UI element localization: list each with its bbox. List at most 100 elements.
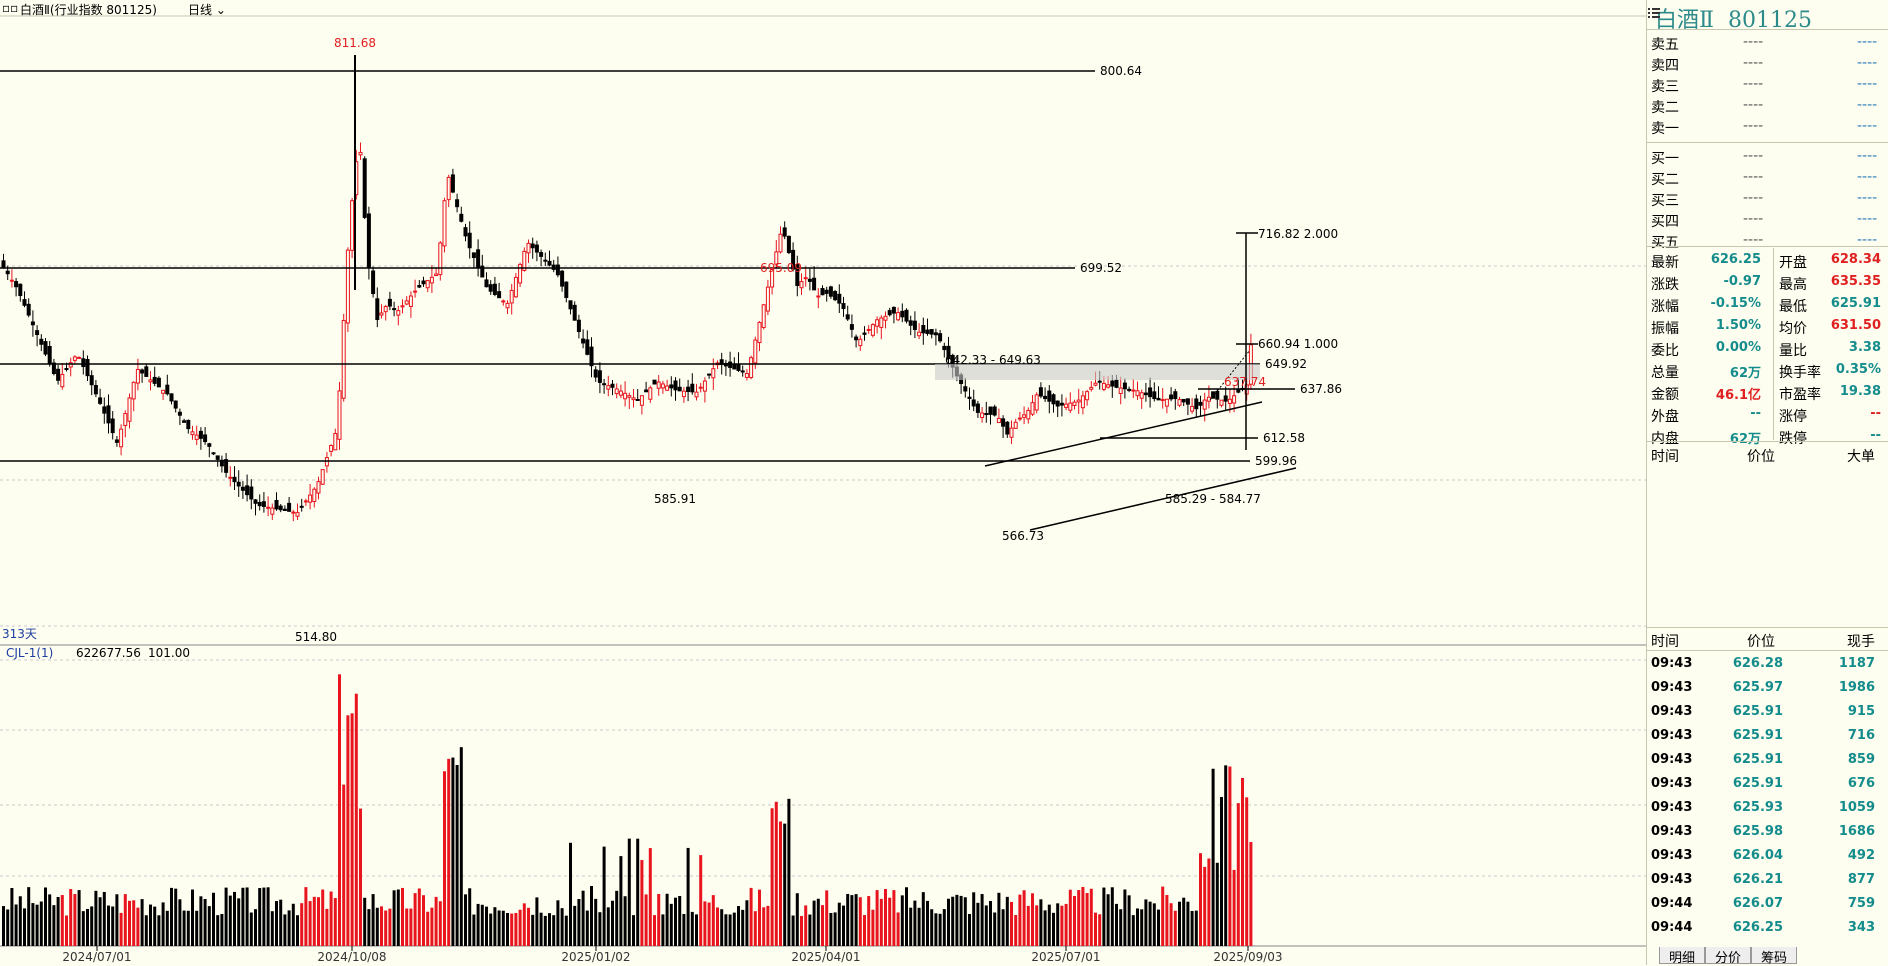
volume-bar xyxy=(728,914,732,946)
volume-bar xyxy=(245,887,249,946)
candle-body xyxy=(702,380,707,392)
candle-body xyxy=(749,357,754,378)
volume-bar xyxy=(779,821,782,946)
big-order-header: 时间 价位 大单 xyxy=(1647,444,1888,465)
candle-body xyxy=(1185,398,1190,405)
tick-volume: 1187 xyxy=(1838,656,1875,671)
volume-bar xyxy=(472,914,476,946)
candle-body xyxy=(261,501,266,507)
tab-price-distribution[interactable]: 分价 xyxy=(1705,947,1751,966)
volume-bar xyxy=(1144,899,1148,946)
candle-body xyxy=(253,499,258,504)
kline-chart-area[interactable]: ▫▫ 白酒Ⅱ(行业指数 801125) 日线 ⌄ 800.64 699.52 649… xyxy=(0,0,1646,965)
tab-detail[interactable]: 明细 xyxy=(1659,947,1705,966)
orderbook-row: 买五 ---- ---- xyxy=(1647,230,1888,251)
volume-bar xyxy=(464,894,467,946)
volume-value: 622677.56 xyxy=(76,646,141,660)
level-label: 卖四 xyxy=(1651,58,1679,74)
volume-bar xyxy=(1136,908,1139,946)
trend-line xyxy=(1029,467,1297,531)
window-controls-icon[interactable]: ▫▫ xyxy=(2,1,19,15)
volume-bar xyxy=(401,887,404,946)
volume-bar xyxy=(543,915,547,946)
tick-row: 09:43 625.93 1059 xyxy=(1647,796,1888,820)
candle-body xyxy=(68,362,73,368)
level-volume: ---- xyxy=(1857,34,1878,50)
stat-label: 市盈率 xyxy=(1779,387,1821,403)
price-level-label: 699.52 xyxy=(1080,261,1122,275)
volume-bar xyxy=(1005,896,1009,946)
candle-body xyxy=(299,505,304,508)
tick-volume: 343 xyxy=(1847,920,1875,935)
volume-bar xyxy=(367,909,371,946)
tick-volume: 492 xyxy=(1847,848,1875,863)
candle-body xyxy=(123,413,128,426)
candle-body xyxy=(1177,399,1182,406)
candle-body xyxy=(1085,391,1090,401)
candle-body xyxy=(140,369,145,374)
volume-bar xyxy=(212,892,215,946)
candle-body xyxy=(1043,395,1048,400)
tab-chips[interactable]: 筹码 xyxy=(1751,947,1797,966)
candle-body xyxy=(1169,394,1174,400)
volume-bar xyxy=(720,909,724,946)
level-price: ---- xyxy=(1743,118,1764,134)
candle-body xyxy=(648,387,653,400)
stat-label: 内盘 xyxy=(1651,431,1679,447)
volume-bar xyxy=(921,892,925,946)
stat-row: 金额 46.1亿 市盈率 19.38 xyxy=(1647,382,1888,403)
level-price: ---- xyxy=(1743,148,1764,164)
candle-body xyxy=(203,434,208,443)
volume-bar xyxy=(615,890,619,946)
candle-body xyxy=(85,358,90,377)
level-price: ---- xyxy=(1743,211,1764,227)
candle-body xyxy=(333,433,338,451)
candle-body xyxy=(1001,418,1006,427)
volume-bar xyxy=(1241,777,1244,946)
tick-row: 09:43 625.97 1986 xyxy=(1647,676,1888,700)
volume-bar xyxy=(10,887,14,946)
candle-body xyxy=(30,321,35,326)
header-big: 大单 xyxy=(1847,449,1875,465)
menu-icon[interactable] xyxy=(1647,6,1661,20)
volume-bar xyxy=(737,906,740,946)
volume-bar xyxy=(1018,894,1022,946)
volume-bar xyxy=(65,915,68,946)
volume-bar xyxy=(18,896,22,946)
volume-bar xyxy=(619,856,623,946)
candle-body xyxy=(211,452,216,455)
volume-bar xyxy=(422,895,425,946)
price-level-label: 800.64 xyxy=(1100,64,1142,78)
tick-volume: 1986 xyxy=(1838,680,1875,695)
peak-label: 695.09 xyxy=(760,261,802,275)
tick-price: 626.21 xyxy=(1732,872,1783,887)
level-label: 卖五 xyxy=(1651,37,1679,53)
volume-bar xyxy=(451,757,455,946)
candle-body xyxy=(933,332,938,336)
period-selector[interactable]: 日线 ⌄ xyxy=(188,1,226,18)
divider xyxy=(1647,441,1888,442)
candle-body xyxy=(904,309,909,322)
candle-body xyxy=(803,277,808,280)
volume-bar xyxy=(1194,910,1198,946)
candle-body xyxy=(845,314,850,320)
candle-body xyxy=(1152,391,1157,400)
volume-bar xyxy=(56,896,60,946)
candle-body xyxy=(198,430,203,439)
candle-body xyxy=(350,200,355,251)
volume-bar xyxy=(1169,903,1173,946)
volume-bar xyxy=(325,908,329,946)
candle-body xyxy=(480,265,485,278)
volume-bar xyxy=(1157,909,1160,946)
candle-body xyxy=(530,243,535,249)
candle-body xyxy=(996,417,1001,424)
volume-bar xyxy=(938,913,942,946)
candle-body xyxy=(1211,391,1216,399)
candle-body xyxy=(1223,395,1228,402)
volume-bar xyxy=(980,894,984,946)
volume-bar xyxy=(203,898,207,946)
x-axis-label: 2025/09/03 xyxy=(1213,950,1282,964)
volume-bar xyxy=(132,900,136,946)
volume-bar xyxy=(228,895,232,946)
tick-time: 09:43 xyxy=(1651,824,1693,839)
